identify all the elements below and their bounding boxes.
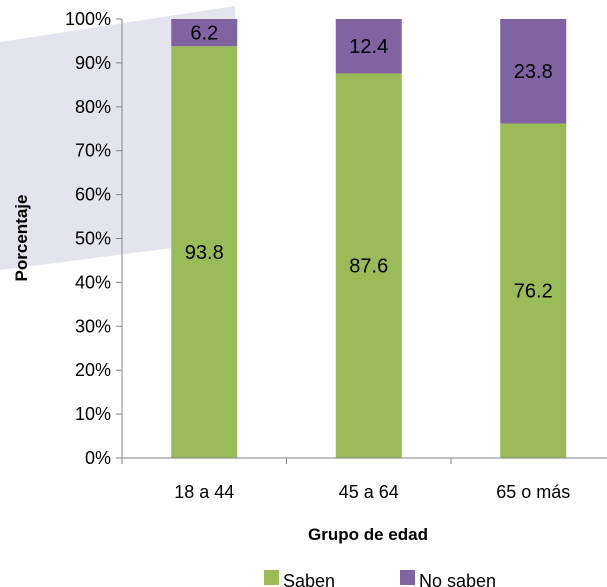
y-tick-label: 70% [75,141,111,161]
plot-area: 93.8 6.2 87.6 12.4 76.2 23.8 [121,19,607,459]
y-tick-label: 100% [65,9,111,29]
y-tick-label: 20% [75,360,111,380]
x-tick-label: 65 o más [496,482,570,502]
bar-no-saben-1 [171,19,238,47]
legend: Saben No saben [264,570,496,587]
x-tick-label: 18 a 44 [174,482,234,502]
y-tick-label: 10% [75,404,111,424]
bar-saben-2 [335,73,402,458]
y-axis-title: Porcentaje [12,195,31,282]
data-label-no-saben-3: 23.8 [514,61,553,83]
y-tick-label: 90% [75,53,111,73]
data-label-saben-2: 87.6 [349,256,388,278]
bar-no-saben-3 [500,19,567,124]
data-label-saben-1: 93.8 [185,242,224,264]
bar-saben-1 [171,46,238,459]
x-tick-label: 45 a 64 [339,482,399,502]
y-tick-label: 30% [75,316,111,336]
x-axis-title: Grupo de edad [308,525,428,544]
data-label-saben-3: 76.2 [514,281,553,303]
legend-swatch-saben [264,570,279,585]
y-tick-label: 80% [75,97,111,117]
y-tick-label: 40% [75,272,111,292]
legend-swatch-no-saben [400,570,415,585]
y-tick-label: 0% [85,448,111,468]
y-tick-label: 50% [75,229,111,249]
bar-no-saben-2 [335,19,402,74]
data-label-no-saben-2: 12.4 [349,36,388,58]
legend-label-no-saben: No saben [419,571,496,587]
bar-saben-3 [500,123,567,459]
y-tick-label: 60% [75,185,111,205]
data-label-no-saben-1: 6.2 [190,23,218,45]
x-axis-ticks: 18 a 44 45 a 64 65 o más [121,458,570,502]
y-axis-ticks: 0% 10% 20% 30% 40% 50% 60% 70% 80% 90% 100% [65,9,122,468]
legend-label-saben: Saben [283,571,335,587]
